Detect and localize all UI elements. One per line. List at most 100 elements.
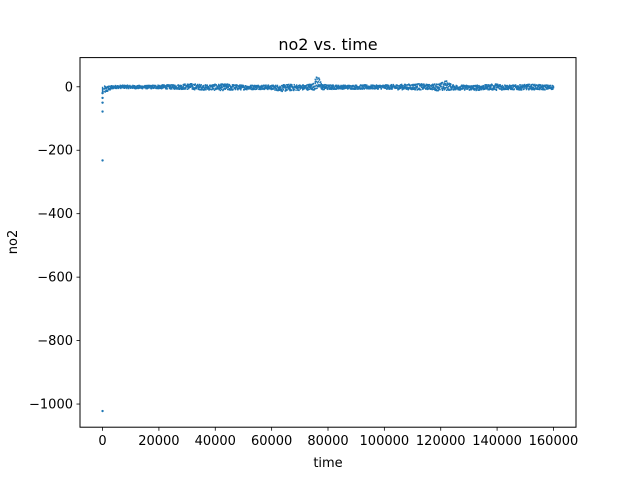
data-point [211, 88, 213, 91]
data-point [550, 86, 553, 89]
data-point [229, 84, 231, 87]
data-point [475, 89, 478, 91]
data-point [205, 88, 207, 91]
data-point [502, 86, 505, 88]
data-point [430, 85, 433, 87]
data-point [436, 83, 438, 86]
data-point [177, 84, 180, 86]
data-point [288, 86, 290, 88]
data-point [507, 88, 510, 90]
data-point [372, 87, 375, 90]
data-point [452, 85, 454, 88]
data-point [364, 87, 366, 89]
data-point [421, 83, 423, 86]
data-point [422, 87, 424, 90]
data-point [220, 85, 223, 87]
data-point [495, 86, 498, 89]
data-point [534, 83, 536, 86]
data-point [433, 83, 436, 85]
data-point [396, 87, 399, 89]
data-point [302, 86, 304, 88]
data-point [391, 86, 394, 89]
data-point [458, 89, 460, 91]
data-point [342, 88, 344, 90]
data-point [160, 86, 163, 88]
data-point [101, 159, 104, 162]
data-point [411, 88, 413, 90]
data-point [525, 84, 528, 86]
data-point [540, 87, 542, 90]
x-tick-label: 100000 [360, 434, 410, 449]
data-point [276, 89, 278, 91]
data-point [198, 87, 200, 90]
data-point [208, 89, 210, 91]
data-point [231, 87, 233, 89]
data-point [327, 88, 329, 91]
data-point [121, 84, 124, 87]
x-tick-label: 160000 [529, 434, 579, 449]
data-point [104, 91, 106, 93]
data-point [504, 84, 506, 86]
data-point [297, 88, 299, 91]
data-point [332, 86, 334, 88]
data-point [478, 85, 481, 88]
data-point [499, 84, 501, 86]
data-point [404, 86, 406, 89]
data-point [541, 87, 544, 90]
data-point [208, 88, 211, 90]
data-point [480, 88, 483, 91]
data-point [274, 86, 277, 89]
data-point [364, 84, 367, 86]
data-point [412, 85, 415, 87]
data-point [291, 84, 293, 86]
data-point [481, 87, 484, 90]
data-point [250, 84, 252, 87]
data-point [441, 81, 444, 84]
data-point [101, 86, 104, 94]
data-point [377, 88, 379, 90]
data-point [523, 86, 525, 89]
data-point [488, 88, 490, 91]
data-point [418, 88, 421, 90]
data-point [459, 89, 462, 91]
data-point [552, 88, 554, 90]
data-point [204, 87, 206, 90]
data-point [151, 84, 154, 87]
data-point [246, 87, 249, 90]
data-point [382, 86, 384, 89]
data-point [438, 83, 441, 86]
data-point [268, 87, 271, 89]
data-point [375, 86, 377, 89]
data-point [186, 85, 189, 87]
data-point [470, 87, 472, 90]
data-point [169, 85, 172, 88]
data-point [182, 85, 184, 88]
data-point [202, 84, 205, 87]
data-point [520, 84, 522, 86]
data-point [527, 84, 529, 87]
data-point [519, 86, 522, 88]
data-point [487, 88, 489, 91]
data-point [198, 83, 201, 86]
data-point [541, 86, 543, 88]
data-point [420, 88, 422, 91]
data-point [199, 85, 202, 87]
data-point [471, 85, 474, 87]
data-point [319, 86, 321, 88]
data-point [106, 90, 109, 92]
data-point [529, 85, 531, 88]
data-point [495, 89, 498, 92]
data-point [264, 84, 266, 87]
data-point [543, 87, 545, 89]
data-point [263, 88, 265, 91]
data-point [462, 87, 464, 89]
data-point [394, 85, 397, 88]
data-point [164, 85, 166, 87]
data-point [312, 88, 314, 91]
data-point [468, 86, 470, 89]
data-point [231, 88, 233, 90]
data-point [317, 84, 319, 86]
data-point [439, 82, 441, 85]
data-point [262, 84, 265, 87]
